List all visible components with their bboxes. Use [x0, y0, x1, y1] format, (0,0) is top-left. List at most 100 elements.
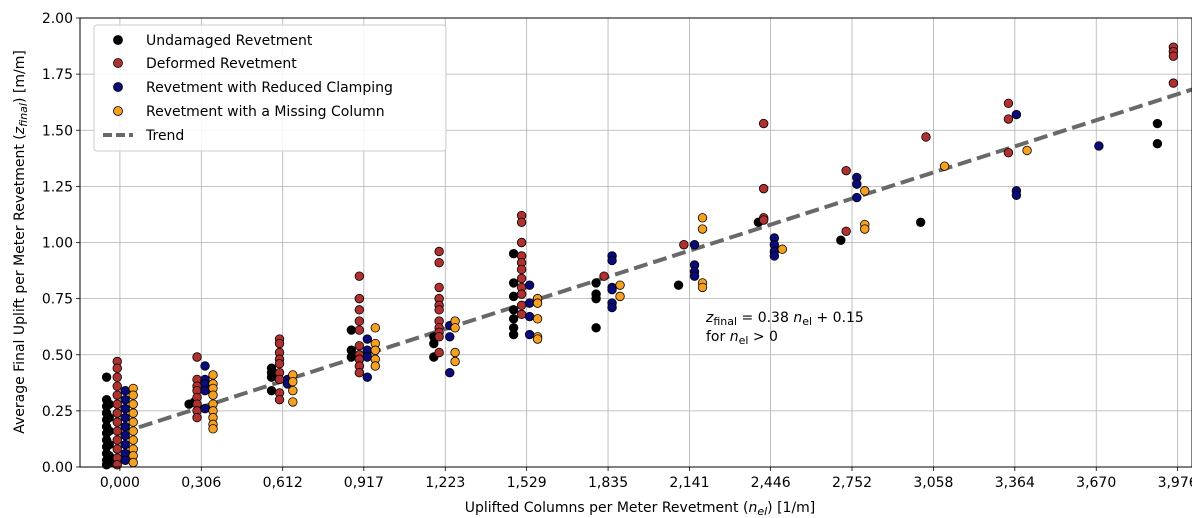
x-tick-label: 3,058: [913, 475, 953, 491]
data-point: [362, 334, 373, 344]
data-point: [120, 412, 130, 423]
data-point: [689, 271, 700, 281]
x-tick-label: 0,612: [263, 475, 303, 491]
data-point: [836, 235, 846, 245]
data-point: [679, 240, 689, 250]
data-point: [450, 356, 460, 367]
data-point: [524, 298, 535, 308]
data-point: [354, 325, 365, 335]
data-point: [1003, 147, 1014, 158]
data-point: [370, 323, 380, 333]
data-point: [532, 314, 543, 324]
x-tick-label: 3,364: [995, 475, 1035, 491]
data-point: [1022, 145, 1032, 156]
data-point: [591, 278, 601, 288]
trend-layer: [119, 87, 1192, 436]
data-point: [112, 444, 122, 454]
data-point: [104, 399, 114, 409]
data-point: [607, 284, 617, 295]
legend-label-missing-column: Revetment with a Missing Column: [146, 104, 385, 120]
x-tick-label: 1,529: [507, 475, 547, 491]
data-point: [370, 345, 380, 355]
data-points: [101, 42, 1179, 470]
trend-condition: for nel > 0: [706, 329, 778, 347]
trend-line: [119, 87, 1192, 436]
x-tick-label: 2,446: [751, 475, 791, 491]
data-point: [434, 347, 444, 358]
legend-label-reduced-clamping: Revetment with Reduced Clamping: [146, 80, 393, 96]
series-3: [128, 145, 1032, 468]
data-point: [524, 311, 535, 322]
data-point: [288, 397, 298, 407]
data-point: [208, 370, 218, 380]
data-point: [208, 390, 218, 400]
y-axis-ticks: 0.00 0.25 0.50 0.75 1.00 1.25 1.50 1.75 2.00: [42, 11, 80, 476]
data-point: [921, 132, 931, 142]
data-point: [120, 421, 130, 432]
data-point: [354, 271, 365, 281]
x-tick-label: 0,000: [100, 475, 140, 491]
series-2: [120, 109, 1104, 465]
data-point: [1094, 141, 1104, 151]
data-point: [915, 217, 926, 227]
legend: Undamaged Revetment Deformed Revetment R…: [93, 24, 447, 152]
legend-item-trend: Trend: [103, 128, 184, 144]
data-point: [274, 394, 285, 405]
data-point: [200, 403, 210, 414]
data-point: [532, 298, 543, 308]
data-point: [104, 439, 114, 450]
legend-box: [93, 24, 447, 152]
y-tick-label: 1.75: [42, 67, 73, 83]
x-tick-label: 2,141: [669, 475, 709, 491]
data-point: [434, 332, 444, 342]
data-point: [939, 161, 950, 171]
data-point: [104, 426, 114, 436]
data-point: [120, 403, 130, 414]
data-point: [841, 226, 851, 236]
y-tick-label: 0.75: [42, 292, 73, 308]
legend-item-undamaged: Undamaged Revetment: [113, 33, 313, 49]
data-point: [434, 246, 444, 257]
data-point: [508, 278, 519, 288]
data-point: [697, 282, 708, 293]
data-point: [1003, 98, 1014, 109]
x-tick-label: 3,670: [1076, 475, 1116, 491]
data-point: [101, 372, 112, 382]
data-point: [508, 305, 519, 315]
data-point: [516, 273, 527, 284]
data-point: [607, 255, 617, 266]
data-point: [120, 455, 130, 465]
data-point: [274, 338, 285, 349]
data-point: [266, 363, 277, 373]
data-point: [192, 412, 202, 423]
data-point: [112, 408, 122, 418]
data-point: [777, 244, 788, 254]
data-point: [192, 352, 202, 362]
data-point: [524, 329, 535, 340]
data-point: [615, 291, 625, 302]
data-point: [128, 417, 138, 427]
x-tick-label: 0,917: [344, 475, 384, 491]
data-point: [532, 334, 543, 344]
data-point: [697, 213, 708, 223]
data-point: [112, 426, 122, 436]
data-point: [112, 381, 122, 391]
legend-label-undamaged: Undamaged Revetment: [146, 33, 313, 49]
data-point: [1152, 118, 1163, 129]
data-point: [370, 361, 380, 371]
y-tick-label: 0.50: [42, 348, 73, 364]
data-point: [346, 352, 357, 362]
x-tick-label: 3,976: [1158, 475, 1192, 491]
data-point: [362, 372, 373, 382]
data-point: [128, 399, 138, 409]
data-point: [607, 302, 617, 313]
data-point: [274, 374, 285, 385]
data-point: [200, 361, 210, 371]
data-point: [841, 165, 851, 176]
data-point: [288, 385, 298, 396]
y-tick-label: 1.00: [42, 236, 73, 252]
data-point: [434, 282, 444, 293]
data-point: [508, 314, 519, 324]
x-tick-label: 1,223: [425, 475, 465, 491]
